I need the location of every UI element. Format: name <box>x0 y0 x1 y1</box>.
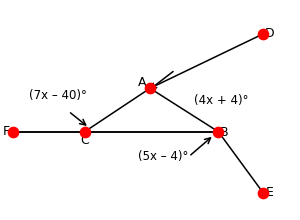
Point <box>148 86 152 90</box>
Text: (4x + 4)°: (4x + 4)° <box>194 94 249 107</box>
Text: (5x – 4)°: (5x – 4)° <box>138 150 189 163</box>
Point <box>261 32 266 36</box>
Point <box>82 130 87 134</box>
Text: F: F <box>2 125 10 138</box>
Point <box>216 130 221 134</box>
Text: D: D <box>265 28 274 40</box>
Text: E: E <box>266 186 273 199</box>
Text: C: C <box>80 134 89 147</box>
Point <box>261 191 266 194</box>
Text: B: B <box>219 126 228 139</box>
Point <box>11 130 16 134</box>
Text: A: A <box>138 76 147 89</box>
Text: (7x – 40)°: (7x – 40)° <box>29 89 87 102</box>
